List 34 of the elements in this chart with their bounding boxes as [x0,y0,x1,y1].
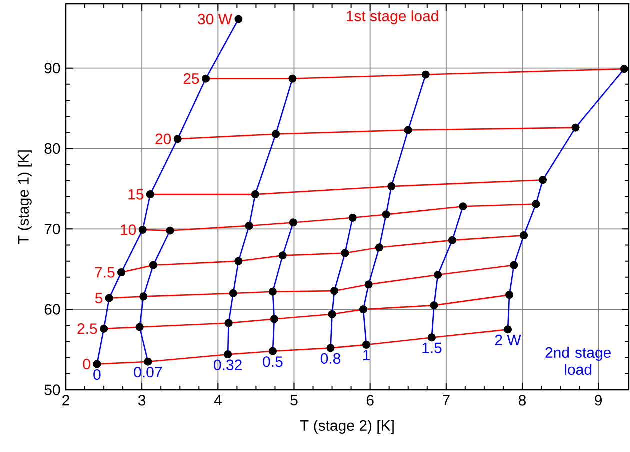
series-label: 25 [184,73,200,84]
y-tick-label: 90 [44,63,60,74]
x-tick-label: 7 [443,395,450,406]
series-label: 0.32 [214,360,242,370]
series-label: 0.8 [320,353,341,364]
x-axis-title: T (stage 2) [K] [300,420,394,434]
series-label: 20 [156,134,172,144]
x-tick-label: 4 [214,395,222,406]
y-axis-title: T (stage 1) [K] [18,150,32,244]
series-label: 2 W [495,334,522,346]
series-label: 0.5 [263,356,283,368]
x-tick-label: 9 [595,395,602,406]
x-tick-label: 2 [62,395,70,406]
annotation: 2nd stage load [546,347,611,376]
x-tick-label: 8 [518,395,526,406]
series-label: 0 [83,358,90,370]
series-label: 0.07 [134,367,162,378]
y-tick-label: 60 [44,304,60,315]
y-tick-label: 50 [44,384,60,396]
x-tick-label: 5 [290,395,298,406]
series-label: 15 [128,189,144,200]
y-tick-label: 70 [44,224,60,234]
series-label: 1.5 [422,342,442,354]
annotation: 1st stage load [346,10,438,24]
x-tick-label: 6 [366,395,374,406]
series-label: 2.5 [78,324,98,334]
series-label: 10 [121,224,136,236]
series-label: 1 [363,350,370,360]
annotation: 30 W [198,14,232,25]
y-tick-label: 80 [44,143,60,154]
series-label: 7.5 [95,267,115,278]
x-tick-label: 3 [138,395,146,406]
series-label: 0 [94,369,101,380]
series-label: 5 [95,293,103,304]
